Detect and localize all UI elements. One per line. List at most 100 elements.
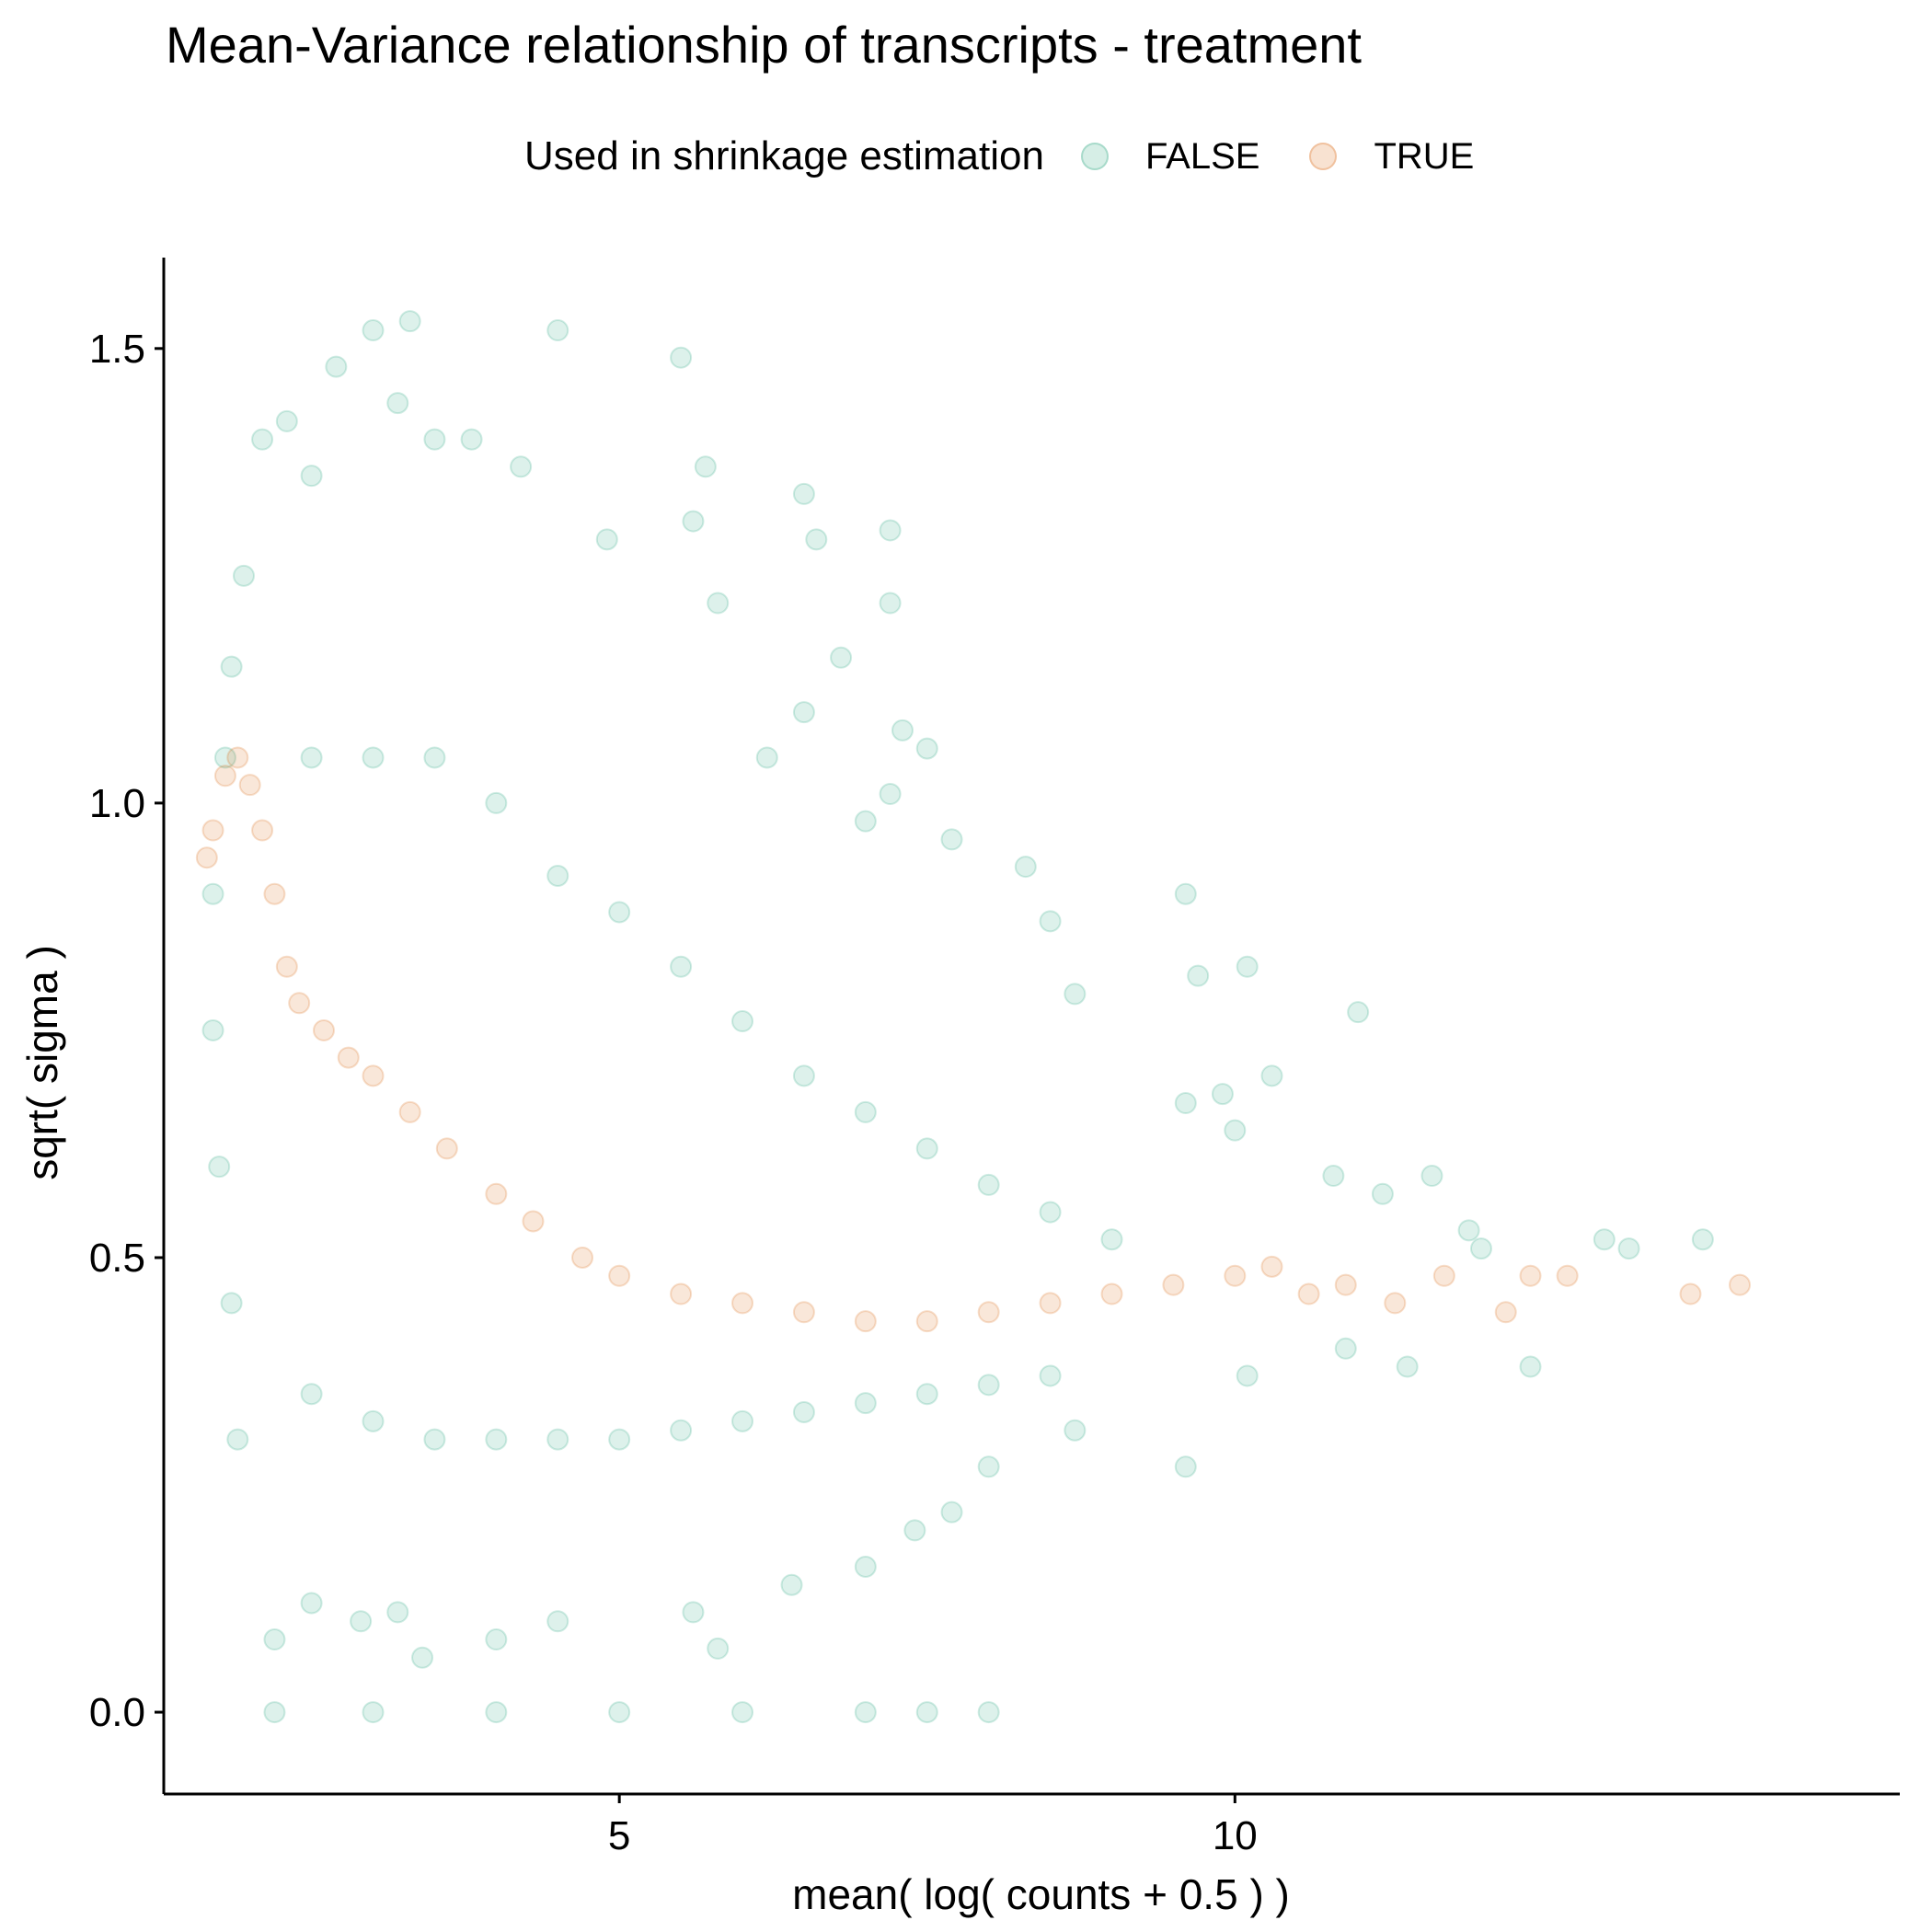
data-point-true xyxy=(1384,1292,1407,1315)
data-point-true xyxy=(201,819,224,842)
data-point-true xyxy=(670,1282,693,1305)
data-point-false xyxy=(300,1383,323,1406)
data-point-false xyxy=(731,1010,753,1033)
data-point-false xyxy=(879,519,902,542)
data-point-true xyxy=(1519,1264,1542,1287)
data-point-true xyxy=(398,1100,421,1123)
data-point-true xyxy=(195,846,218,869)
data-point-false xyxy=(423,746,446,769)
y-axis-ticks: 0.0 0.5 1.0 1.5 xyxy=(89,327,164,1735)
data-point-false xyxy=(940,1501,963,1524)
data-point-false xyxy=(854,1555,877,1578)
data-point-true xyxy=(1260,1255,1283,1278)
data-point-false xyxy=(1519,1355,1542,1378)
legend-item-false: FALSE xyxy=(1080,135,1260,178)
data-point-true xyxy=(1297,1282,1320,1305)
data-point-false xyxy=(854,1701,877,1724)
chart-title: Mean-Variance relationship of transcript… xyxy=(166,16,1362,74)
legend-item-true: TRUE xyxy=(1309,136,1474,178)
data-point-false xyxy=(670,955,693,978)
x-tick-label: 5 xyxy=(608,1813,630,1858)
data-point-false xyxy=(792,1400,815,1423)
y-tick-label: 1.5 xyxy=(89,327,145,372)
data-point-false xyxy=(1039,1364,1062,1387)
data-point-false xyxy=(1174,882,1197,905)
data-point-false xyxy=(362,1409,385,1432)
data-point-false xyxy=(386,1601,409,1624)
data-point-false xyxy=(362,319,385,342)
legend-label-false: FALSE xyxy=(1144,135,1260,177)
series-false-points xyxy=(201,310,1714,1724)
data-point-true xyxy=(731,1292,753,1315)
data-point-false xyxy=(300,465,323,488)
data-point-false xyxy=(707,592,730,615)
data-point-true xyxy=(1432,1264,1455,1287)
x-axis-ticks: 5 10 xyxy=(608,1794,1258,1858)
data-point-false xyxy=(1236,1364,1259,1387)
data-point-false xyxy=(780,1573,803,1596)
data-point-false xyxy=(1174,1091,1197,1114)
data-point-false xyxy=(915,1137,938,1160)
data-point-false xyxy=(805,528,828,551)
data-point-false xyxy=(325,355,348,378)
data-point-false xyxy=(226,1428,249,1451)
data-point-false xyxy=(485,1428,508,1451)
data-point-false xyxy=(903,1519,926,1542)
data-point-false xyxy=(1617,1237,1640,1260)
data-point-false xyxy=(879,592,902,615)
data-point-false xyxy=(670,1419,693,1442)
y-tick-label: 0.0 xyxy=(89,1690,145,1735)
data-point-false xyxy=(1039,910,1062,933)
data-point-false xyxy=(1187,964,1210,987)
data-point-false xyxy=(792,701,815,724)
data-point-false xyxy=(1457,1219,1480,1242)
data-point-false xyxy=(232,564,255,587)
data-point-true xyxy=(1334,1273,1357,1296)
data-point-false xyxy=(915,1701,938,1724)
data-point-false xyxy=(1691,1228,1714,1251)
data-point-false xyxy=(1211,1083,1234,1106)
data-point-false xyxy=(485,1701,508,1724)
data-point-true xyxy=(435,1137,458,1160)
data-point-false xyxy=(220,655,243,678)
data-point-true xyxy=(226,746,249,769)
data-point-false xyxy=(201,882,224,905)
data-point-false xyxy=(362,1701,385,1724)
data-point-false xyxy=(977,1701,1000,1724)
data-point-false xyxy=(1420,1165,1443,1188)
legend-key-false xyxy=(1080,143,1109,170)
data-point-true xyxy=(1556,1264,1579,1287)
data-point-false xyxy=(263,1701,286,1724)
data-point-false xyxy=(362,746,385,769)
data-point-false xyxy=(707,1637,730,1660)
data-point-false xyxy=(608,1428,631,1451)
data-point-false xyxy=(1064,983,1087,1006)
data-point-false xyxy=(731,1409,753,1432)
data-point-false xyxy=(546,864,569,887)
data-point-false xyxy=(546,1428,569,1451)
data-point-true xyxy=(485,1182,508,1205)
data-point-false xyxy=(1371,1182,1394,1205)
data-point-false xyxy=(423,428,446,451)
data-point-true xyxy=(854,1310,877,1333)
data-point-false xyxy=(398,310,421,333)
data-point-true xyxy=(1100,1282,1123,1305)
data-point-false xyxy=(1100,1228,1123,1251)
data-point-false xyxy=(546,319,569,342)
data-point-false xyxy=(220,1292,243,1315)
data-point-false xyxy=(1322,1165,1345,1188)
x-axis-title: mean( log( counts + 0.5 ) ) xyxy=(792,1870,1290,1918)
data-point-true xyxy=(522,1210,545,1233)
legend-title: Used in shrinkage estimation xyxy=(524,133,1044,178)
data-point-false xyxy=(300,1592,323,1615)
data-point-false xyxy=(1593,1228,1616,1251)
data-point-true xyxy=(792,1301,815,1324)
data-point-false xyxy=(460,428,483,451)
data-point-false xyxy=(682,510,705,533)
data-point-false xyxy=(1236,955,1259,978)
data-point-false xyxy=(915,1383,938,1406)
data-point-false xyxy=(213,746,236,769)
data-point-true xyxy=(251,819,274,842)
data-point-false xyxy=(411,1646,434,1669)
